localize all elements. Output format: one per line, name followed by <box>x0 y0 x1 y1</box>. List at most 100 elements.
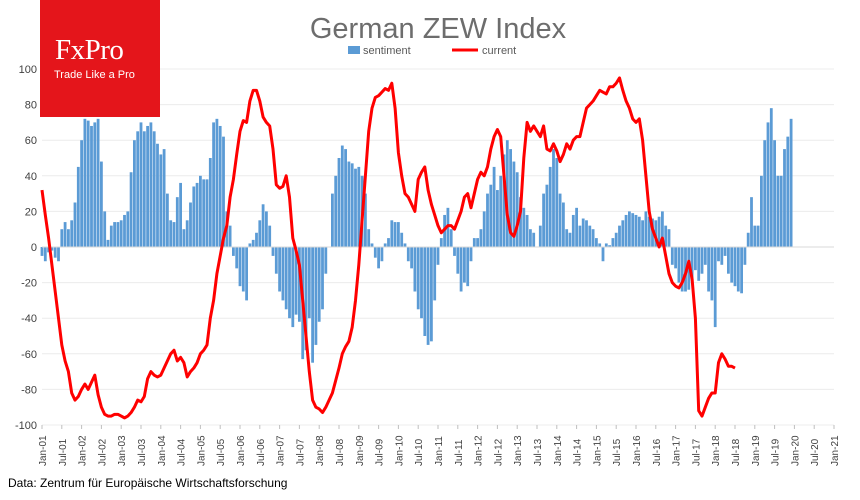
sentiment-bar <box>562 202 565 247</box>
sentiment-bar <box>331 193 334 247</box>
fxpro-logo: FxPro Trade Like a Pro <box>40 0 160 117</box>
sentiment-bar <box>383 243 387 247</box>
sentiment-bar <box>746 232 750 247</box>
sentiment-bar <box>717 247 720 262</box>
sentiment-bar <box>624 214 628 247</box>
sentiment-bar <box>680 247 684 292</box>
sentiment-bar <box>347 161 351 247</box>
x-tick-label: Jan-11 <box>434 436 445 466</box>
x-axis: Jan-01 Jul-01 Jan-02 Jul-02 Jan-03 Jul-03 Jan-… <box>38 425 841 466</box>
x-tick-label: Jul-12 <box>493 438 504 466</box>
x-tick-label: Jul-16 <box>652 438 663 466</box>
sentiment-bar <box>773 140 776 247</box>
sentiment-bar <box>397 222 400 247</box>
current-line <box>40 76 736 420</box>
x-tick-label: Jul-01 <box>58 438 69 466</box>
sentiment-bar <box>723 247 727 256</box>
sentiment-bar <box>413 247 417 292</box>
x-tick-label: Jul-17 <box>691 438 702 466</box>
sentiment-bar <box>509 149 512 247</box>
sentiment-bar <box>611 238 615 247</box>
x-tick-label: Jan-17 <box>672 435 683 466</box>
x-tick-label: Jul-18 <box>731 438 742 466</box>
sentiment-bar <box>779 175 783 247</box>
sentiment-bar <box>208 158 212 247</box>
sentiment-bar <box>370 243 374 247</box>
sentiment-bar <box>126 211 130 247</box>
sentiment-bar <box>106 239 110 247</box>
sentiment-bar <box>769 108 773 247</box>
sentiment-bar <box>585 220 588 247</box>
sentiment-bar <box>317 247 321 322</box>
sentiment-bar <box>291 247 295 328</box>
sentiment-bar <box>70 220 74 247</box>
sentiment-bar <box>433 247 437 301</box>
sentiment-bar <box>743 247 747 265</box>
sentiment-bar <box>245 247 248 301</box>
sentiment-bar <box>595 238 598 247</box>
sentiment-bar <box>515 172 519 247</box>
sentiment-bar <box>60 229 64 247</box>
sentiment-bar <box>76 166 80 247</box>
sentiment-bar <box>109 225 113 247</box>
x-tick-label: Jul-19 <box>771 438 782 466</box>
sentiment-bar <box>730 247 734 283</box>
sentiment-bar <box>479 229 483 247</box>
sentiment-bar <box>80 140 83 247</box>
x-tick-label: Jan-19 <box>751 435 762 466</box>
sentiment-bar <box>90 125 93 247</box>
sentiment-bar <box>575 207 578 247</box>
sentiment-bar <box>400 232 404 247</box>
sentiment-bar <box>169 220 173 247</box>
sentiment-bar <box>222 136 225 247</box>
x-tick-label: Jan-16 <box>632 435 643 466</box>
sentiment-bar <box>525 214 529 247</box>
x-tick-label: Jan-03 <box>117 435 128 466</box>
sentiment-bar <box>492 166 496 247</box>
sentiment-bar <box>720 247 724 265</box>
sentiment-bar <box>57 247 60 262</box>
sentiment-bar <box>251 239 255 247</box>
sentiment-bar <box>103 211 107 247</box>
x-tick-label: Jul-09 <box>375 438 386 466</box>
sentiment-bar <box>641 220 644 247</box>
sentiment-bar <box>189 202 192 247</box>
sentiment-bar <box>591 229 595 247</box>
sentiment-bar <box>298 247 301 322</box>
sentiment-bar <box>142 131 146 247</box>
x-tick-label: Jul-15 <box>612 438 623 466</box>
sentiment-bar <box>215 118 219 247</box>
y-tick-label: -100 <box>15 420 37 432</box>
sentiment-bar <box>436 247 440 265</box>
sentiment-bar <box>261 204 265 247</box>
sentiment-bar <box>205 179 209 247</box>
sentiment-bar <box>763 140 767 247</box>
sentiment-bar <box>324 247 328 274</box>
sentiment-bar <box>634 214 638 247</box>
sentiment-bar <box>156 143 159 247</box>
sentiment-bar <box>423 247 427 336</box>
sentiment-bar <box>502 154 506 247</box>
y-tick-label: -40 <box>21 313 37 325</box>
x-tick-label: Jan-08 <box>315 435 326 466</box>
sentiment-bar <box>760 175 763 247</box>
sentiment-bar <box>604 243 608 247</box>
sentiment-bar <box>63 222 67 247</box>
sentiment-bar <box>248 243 252 247</box>
sentiment-bar <box>86 120 90 247</box>
sentiment-bar <box>258 220 262 247</box>
sentiment-bar <box>265 211 268 247</box>
sentiment-bar <box>304 247 308 351</box>
sentiment-bar <box>522 207 526 247</box>
sentiment-bar <box>410 247 413 269</box>
sentiment-bar <box>548 166 552 247</box>
sentiment-bar <box>113 222 116 247</box>
x-tick-label: Jul-05 <box>216 438 227 466</box>
sentiment-bar <box>179 182 182 247</box>
sentiment-bar <box>119 220 123 247</box>
sentiment-bar <box>235 247 239 269</box>
x-tick-label: Jan-18 <box>711 435 722 466</box>
y-tick-label: -20 <box>21 278 37 290</box>
x-tick-label: Jul-14 <box>573 438 584 466</box>
